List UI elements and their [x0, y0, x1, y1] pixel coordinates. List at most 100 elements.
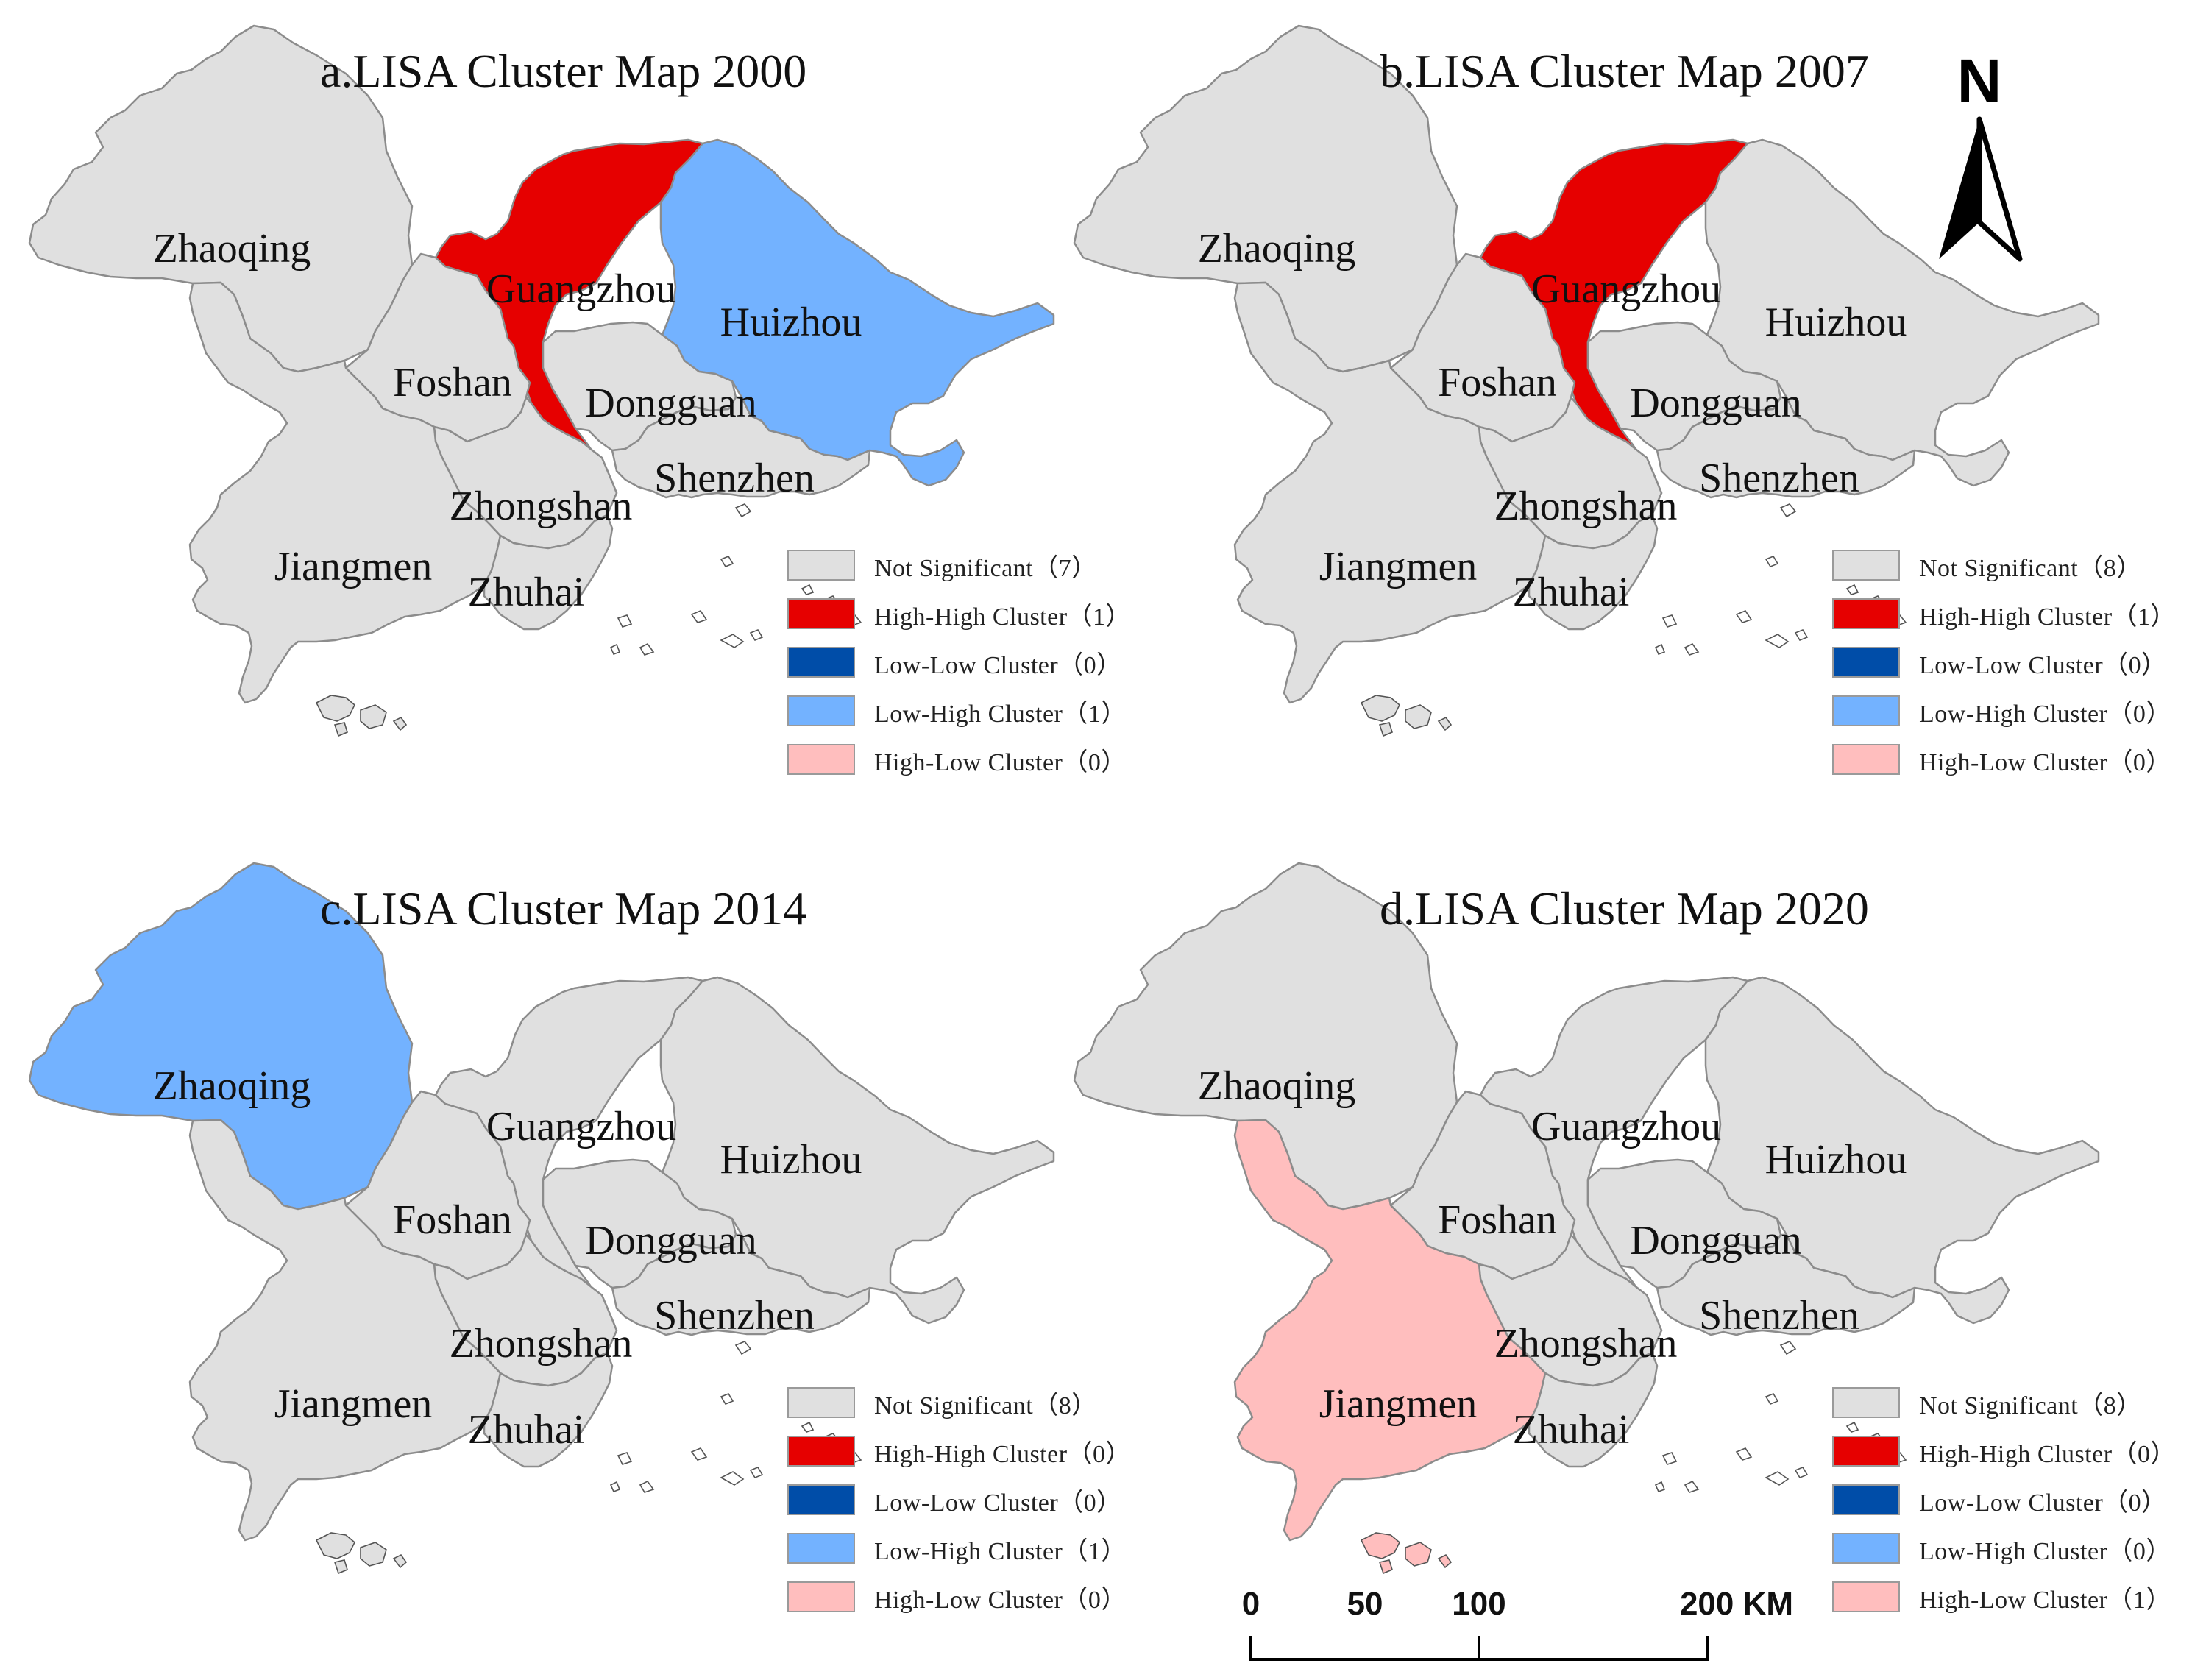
- island: [1378, 1559, 1393, 1575]
- island: [1437, 1553, 1453, 1569]
- island: [1765, 634, 1790, 648]
- island: [720, 1393, 734, 1405]
- island: [639, 642, 655, 656]
- city-label-huizhou: Huizhou: [1765, 300, 1907, 345]
- legend-swatch-low-high: [787, 1533, 855, 1564]
- island: [734, 1341, 752, 1355]
- region-shenzhen: [1656, 1233, 1916, 1336]
- island: [801, 584, 815, 595]
- city-label-zhongshan: Zhongshan: [449, 1321, 633, 1367]
- island: [333, 722, 348, 737]
- city-label-zhongshan: Zhongshan: [449, 483, 633, 529]
- city-label-dongguan: Dongguan: [1630, 1218, 1802, 1263]
- legend-item-high-low: High-Low Cluster（1）: [1832, 1573, 2176, 1621]
- legend-label: Not Significant（8）: [874, 1392, 1097, 1420]
- island: [1794, 629, 1809, 641]
- island: [617, 614, 633, 628]
- legend-label: High-Low Cluster（0）: [874, 1586, 1127, 1614]
- legend-swatch-high-low: [787, 744, 855, 775]
- region-zhaoqing: [1073, 24, 1458, 373]
- legend-label: Low-High Cluster（1）: [874, 1537, 1127, 1565]
- island: [1684, 642, 1700, 656]
- legend-swatch-low-low: [787, 1484, 855, 1515]
- panel-title-d: d.LISA Cluster Map 2020: [1380, 882, 1869, 935]
- legend-swatch-not-significant: [1832, 550, 1900, 581]
- legend-swatch-high-high: [787, 1436, 855, 1467]
- legend-label: High-Low Cluster（0）: [874, 748, 1127, 776]
- island: [1661, 1452, 1678, 1465]
- island: [639, 1480, 655, 1493]
- city-label-foshan: Foshan: [393, 360, 512, 405]
- island: [1845, 584, 1859, 595]
- region-shenzhen: [611, 396, 871, 499]
- legend-c: Not Significant（8） High-High Cluster（0） Lo…: [787, 1378, 1131, 1621]
- island: [1845, 1421, 1859, 1433]
- scale-label-100: 100: [1452, 1586, 1506, 1622]
- legend-a: Not Significant（7） High-High Cluster（1） Lo…: [787, 541, 1131, 784]
- island: [720, 634, 745, 648]
- legend-swatch-low-low: [1832, 1484, 1900, 1515]
- north-arrow-icon: [1939, 116, 2023, 262]
- city-label-zhuhai: Zhuhai: [1512, 1407, 1630, 1453]
- legend-swatch-not-significant: [1832, 1387, 1900, 1418]
- city-label-zhaoqing: Zhaoqing: [1197, 1063, 1356, 1109]
- island: [1654, 643, 1666, 656]
- city-label-huizhou: Huizhou: [720, 1137, 862, 1183]
- legend-item-not-significant: Not Significant（8）: [1832, 541, 2176, 589]
- city-label-jiangmen: Jiangmen: [274, 1381, 433, 1427]
- island: [1684, 1480, 1700, 1493]
- island: [720, 1471, 745, 1486]
- region-zhaoqing: [1073, 862, 1458, 1211]
- scale-label-0: 0: [1241, 1586, 1260, 1622]
- legend-item-low-low: Low-Low Cluster（0）: [1832, 638, 2176, 687]
- island: [617, 1452, 633, 1465]
- scale-bar-line: [1249, 1636, 1709, 1661]
- island: [690, 1447, 708, 1461]
- legend-item-low-low: Low-Low Cluster（0）: [1832, 1475, 2176, 1524]
- island: [1779, 1341, 1797, 1355]
- base-map-b: [1073, 24, 2100, 737]
- base-map-d: [1073, 862, 2100, 1575]
- legend-label: Low-Low Cluster（0）: [874, 1489, 1122, 1517]
- island: [1735, 610, 1753, 623]
- city-label-huizhou: Huizhou: [1765, 1137, 1907, 1183]
- island: [749, 629, 764, 641]
- legend-swatch-low-high: [1832, 1533, 1900, 1564]
- city-label-zhaoqing: Zhaoqing: [152, 1063, 311, 1109]
- region-zhaoqing: [28, 862, 414, 1211]
- legend-swatch-high-high: [787, 598, 855, 629]
- legend-label: High-High Cluster（0）: [1919, 1440, 2177, 1468]
- city-label-jiangmen: Jiangmen: [274, 544, 433, 589]
- island: [315, 695, 355, 722]
- region-jiangmen: [188, 1119, 502, 1542]
- island: [749, 1467, 764, 1478]
- city-label-foshan: Foshan: [1438, 1197, 1557, 1243]
- city-label-jiangmen: Jiangmen: [1319, 544, 1478, 589]
- legend-label: Not Significant（8）: [1919, 554, 2142, 582]
- legend-label: Low-High Cluster（0）: [1919, 1537, 2171, 1565]
- legend-item-high-high: High-High Cluster（0）: [787, 1427, 1131, 1475]
- scale-label-50: 50: [1347, 1586, 1383, 1622]
- city-label-dongguan: Dongguan: [1630, 380, 1802, 426]
- legend-item-low-low: Low-Low Cluster（0）: [787, 1475, 1131, 1524]
- island: [315, 1532, 355, 1559]
- island: [392, 716, 408, 731]
- legend-label: Low-High Cluster（1）: [874, 700, 1127, 728]
- region-zhaoqing: [28, 24, 414, 373]
- island: [1779, 503, 1797, 518]
- city-label-guangzhou: Guangzhou: [486, 1104, 677, 1149]
- legend-swatch-low-high: [787, 695, 855, 726]
- legend-swatch-high-low: [1832, 744, 1900, 775]
- legend-item-high-low: High-Low Cluster（0）: [787, 735, 1131, 784]
- island: [392, 1553, 408, 1569]
- legend-item-high-low: High-Low Cluster（0）: [1832, 735, 2176, 784]
- island: [360, 1542, 387, 1567]
- legend-item-low-high: Low-High Cluster（1）: [787, 1524, 1131, 1573]
- legend-item-not-significant: Not Significant（8）: [1832, 1378, 2176, 1427]
- legend-label: Low-Low Cluster（0）: [874, 651, 1122, 679]
- legend-swatch-high-low: [1832, 1581, 1900, 1612]
- legend-swatch-high-high: [1832, 1436, 1900, 1467]
- legend-item-high-high: High-High Cluster（1）: [787, 589, 1131, 638]
- legend-label: High-Low Cluster（1）: [1919, 1586, 2171, 1614]
- city-label-foshan: Foshan: [393, 1197, 512, 1243]
